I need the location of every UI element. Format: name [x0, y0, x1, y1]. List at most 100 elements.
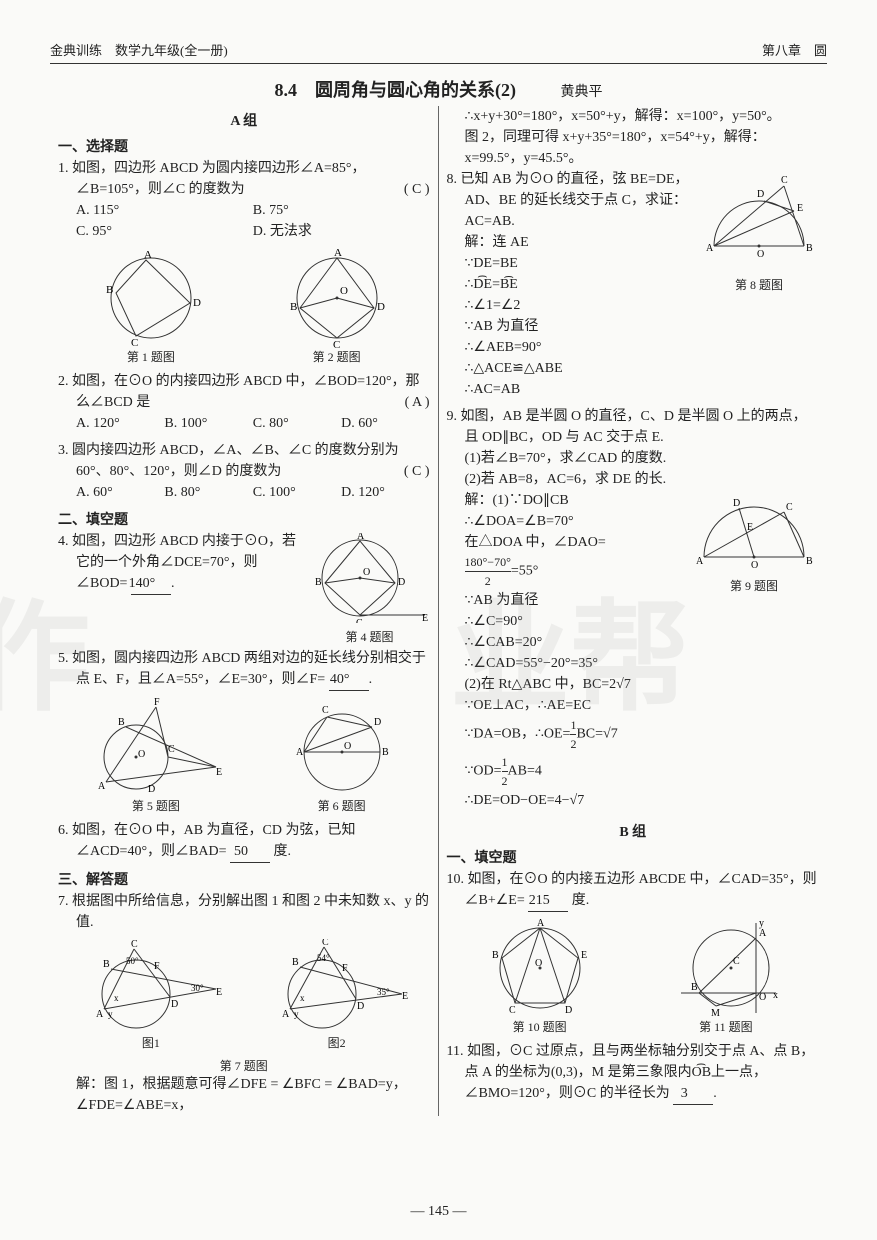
svg-text:C: C: [781, 175, 788, 186]
svg-text:E: E: [422, 613, 428, 623]
svg-text:O: O: [344, 741, 351, 752]
svg-text:F: F: [154, 697, 160, 708]
svg-text:B: B: [103, 959, 110, 970]
blank-4: 140°: [131, 573, 171, 595]
svg-text:C: C: [131, 337, 138, 348]
svg-text:O: O: [759, 992, 766, 1003]
figure-11-svg: AB CO Mx y: [671, 918, 781, 1018]
figure-row-7: AB CD EF 50°x y30° 图1 AB CD EF: [58, 939, 430, 1051]
svg-text:D: D: [757, 189, 764, 200]
author: 黄典平: [561, 85, 603, 100]
solve-heading: 三、解答题: [58, 869, 430, 889]
figure-2-svg: A B C D O: [282, 248, 392, 348]
svg-text:x: x: [773, 990, 778, 1001]
svg-text:B: B: [806, 243, 813, 254]
svg-text:D: D: [357, 1001, 364, 1012]
svg-text:O: O: [340, 285, 348, 297]
svg-text:C: C: [733, 956, 740, 967]
svg-text:B: B: [118, 717, 125, 728]
right-column: ∴x+y+30°=180°，x=50°+y，解得：x=100°，y=50°。 图…: [439, 106, 828, 1116]
left-column: A 组 一、选择题 1. 如图，四边形 ABCD 为圆内接四边形∠A=85°，∠…: [50, 106, 439, 1116]
solution-7a: 解：图 1，根据题意可得∠DFE = ∠BFC = ∠BAD=y，∠FDE=∠A…: [58, 1074, 430, 1116]
svg-text:O: O: [751, 560, 758, 571]
svg-text:B: B: [106, 284, 113, 296]
figure-4-svg: AB CD OE: [310, 533, 430, 623]
problem-8: AB CD EO 第 8 题图 8. 已知 AB 为⊙O 的直径，弦 BE=DE…: [447, 169, 820, 400]
figure-5-svg: AB CD EF O: [86, 697, 226, 797]
svg-text:35°: 35°: [377, 987, 390, 997]
svg-text:A: A: [759, 928, 767, 939]
figure-row-1-2: A B C D 第 1 题图 A B C D O: [58, 248, 430, 365]
figure-row-5-6: AB CD EF O 第 5 题图 AB CD O: [58, 697, 430, 814]
svg-text:E: E: [402, 991, 408, 1002]
page-header: 金典训练 数学九年级(全一册) 第八章 圆: [50, 40, 827, 64]
svg-text:O: O: [535, 958, 542, 969]
svg-text:C: C: [131, 939, 138, 950]
svg-text:E: E: [216, 767, 222, 778]
figure-row-10-11: AB CD EO 第 10 题图 AB CO Mx: [447, 918, 820, 1035]
blank-5: 40°: [329, 669, 369, 691]
figure-8-svg: AB CD EO: [699, 171, 819, 271]
svg-text:B: B: [290, 301, 297, 313]
svg-text:54°: 54°: [317, 953, 330, 963]
problem-3: 3. 圆内接四边形 ABCD，∠A、∠B、∠C 的度数分别为 60°、80°、1…: [58, 440, 430, 503]
svg-text:B: B: [315, 577, 322, 588]
svg-text:B: B: [492, 950, 499, 961]
svg-text:D: D: [148, 784, 155, 795]
svg-text:C: C: [168, 744, 175, 755]
problem-6: 6. 如图，在⊙O 中，AB 为直径，CD 为弦，已知∠ACD=40°，则∠BA…: [58, 820, 430, 863]
figure-6-svg: AB CD O: [282, 697, 402, 797]
section-title: 8.4 圆周角与圆心角的关系(2) 黄典平: [50, 76, 827, 102]
svg-text:A: A: [357, 533, 365, 542]
svg-text:A: A: [706, 243, 714, 254]
answer-1: ( C ): [422, 179, 430, 200]
problem-7: 7. 根据图中所给信息，分别解出图 1 和图 2 中未知数 x、y 的值.: [58, 891, 430, 933]
svg-text:A: A: [537, 918, 545, 929]
svg-text:E: E: [581, 950, 587, 961]
svg-text:C: C: [356, 618, 363, 623]
svg-text:A: A: [334, 248, 342, 259]
svg-text:B: B: [806, 556, 813, 567]
svg-text:C: C: [322, 939, 329, 948]
svg-text:A: A: [282, 1009, 290, 1020]
svg-text:C: C: [333, 339, 340, 348]
svg-text:50°: 50°: [126, 956, 139, 966]
figure-10-svg: AB CD EO: [485, 918, 595, 1018]
svg-text:B: B: [691, 982, 698, 993]
svg-text:B: B: [382, 747, 389, 758]
figure-1-svg: A B C D: [96, 248, 206, 348]
fill-b-heading: 一、填空题: [447, 847, 820, 867]
blank-11: 3: [673, 1083, 713, 1105]
svg-text:E: E: [797, 203, 803, 214]
fill-heading: 二、填空题: [58, 509, 430, 529]
svg-text:A: A: [696, 556, 704, 567]
svg-text:F: F: [154, 961, 160, 972]
svg-text:y: y: [294, 1009, 299, 1019]
choice-heading: 一、选择题: [58, 136, 430, 156]
group-b-label: B 组: [447, 821, 820, 841]
problem-2: 2. 如图，在⊙O 的内接四边形 ABCD 中，∠BOD=120°，那么∠BCD…: [58, 371, 430, 434]
svg-text:y: y: [108, 1009, 113, 1019]
blank-6: 50: [230, 841, 270, 863]
page-number: — 145 —: [0, 1204, 877, 1220]
problem-11: 11. 如图，⊙C 过原点，且与两坐标轴分别交于点 A、点 B，点 A 的坐标为…: [447, 1041, 820, 1105]
blank-10: 215: [528, 890, 568, 912]
svg-text:A: A: [98, 781, 106, 792]
svg-text:D: D: [374, 717, 381, 728]
solution-7-cont: ∴x+y+30°=180°，x=50°+y，解得：x=100°，y=50°。 图…: [447, 106, 820, 169]
svg-text:M: M: [711, 1008, 720, 1018]
problem-1: 1. 如图，四边形 ABCD 为圆内接四边形∠A=85°，∠B=105°，则∠C…: [58, 158, 430, 242]
svg-text:B: B: [292, 957, 299, 968]
fig7-caption: 第 7 题图: [58, 1057, 430, 1074]
svg-text:D: D: [377, 301, 385, 313]
svg-text:A: A: [144, 249, 152, 261]
answer-2: ( A ): [423, 392, 430, 413]
problem-9: 9. 如图，AB 是半圆 O 的直径，C、D 是半圆 O 上的两点，且 OD∥B…: [447, 406, 820, 811]
svg-text:E: E: [216, 987, 222, 998]
group-a-label: A 组: [58, 110, 430, 130]
svg-text:30°: 30°: [191, 983, 204, 993]
svg-text:D: D: [398, 577, 405, 588]
svg-text:F: F: [342, 963, 348, 974]
svg-text:x: x: [300, 993, 305, 1003]
svg-text:D: D: [193, 297, 201, 309]
